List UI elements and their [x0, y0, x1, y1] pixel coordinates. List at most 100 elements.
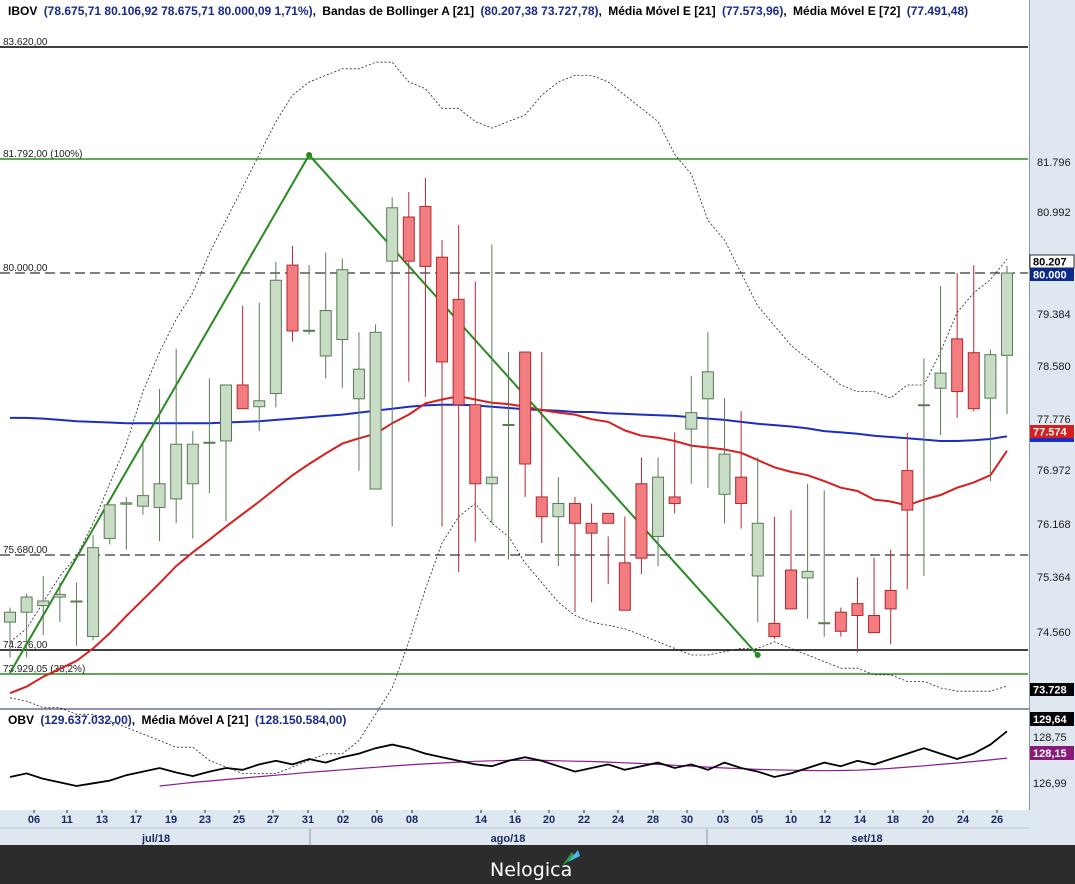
candle-body-up	[701, 371, 714, 400]
candle	[386, 197, 399, 527]
header-ema21-label: Média Móvel E [21]	[608, 4, 715, 18]
candle-body-down	[901, 470, 914, 511]
candle	[652, 457, 665, 567]
candle	[768, 516, 781, 640]
candle-body-down	[834, 611, 847, 632]
candle	[186, 431, 199, 539]
candle	[718, 398, 731, 524]
candle	[1001, 265, 1013, 414]
candle	[220, 384, 233, 522]
candle-body-down	[402, 216, 415, 262]
candle	[685, 375, 698, 484]
candle-body-up	[269, 279, 282, 395]
obv-ma-label: Média Móvel A [21]	[141, 713, 248, 727]
candle	[868, 557, 881, 634]
candle	[4, 607, 16, 658]
candle-body-up	[70, 600, 83, 603]
candle	[884, 549, 897, 645]
candle	[419, 178, 432, 397]
candle-body-down	[535, 496, 548, 518]
footer-bar	[0, 845, 1075, 884]
candle-body-up	[1001, 272, 1013, 356]
nelogica-arrow-icon	[562, 850, 580, 866]
candle	[934, 286, 947, 436]
candle-body-up	[502, 423, 515, 426]
day-label: 10	[785, 814, 797, 826]
day-label: 27	[267, 814, 279, 826]
candle	[635, 457, 648, 574]
candle	[801, 483, 814, 619]
candle	[203, 378, 216, 493]
candle	[319, 252, 332, 379]
candle-body-up	[170, 443, 183, 500]
candle	[269, 261, 282, 408]
badge-ema72	[1030, 438, 1074, 442]
candle	[818, 490, 831, 637]
candle	[469, 281, 482, 542]
candle	[53, 582, 66, 623]
day-label: 12	[819, 814, 831, 826]
candle	[701, 332, 714, 488]
candle-body-down	[635, 483, 648, 559]
day-label: 18	[887, 814, 899, 826]
price-tick: 80.992	[1037, 207, 1071, 219]
candle-body-up	[53, 593, 66, 598]
candle-body-up	[87, 547, 100, 638]
candle-body-down	[884, 589, 897, 610]
candle-body-up	[186, 443, 199, 485]
candle-body-up	[37, 600, 50, 607]
candle-body-down	[768, 622, 781, 638]
header-sep: ,	[599, 4, 602, 18]
candle	[20, 593, 33, 658]
badge-bb-upper-text: 80.207	[1033, 257, 1067, 269]
header-symbol: IBOV	[8, 4, 37, 18]
day-label: 22	[578, 814, 590, 826]
candle-body-up	[352, 368, 365, 400]
candle-body-up	[336, 269, 349, 341]
candle	[336, 258, 349, 388]
price-axis-background	[1030, 0, 1075, 845]
header-sep: ,	[313, 4, 316, 18]
badge-obv-text: 129,64	[1033, 714, 1068, 726]
price-tick: 77.776	[1037, 414, 1071, 426]
candle-body-up	[319, 310, 332, 357]
candle	[917, 358, 930, 576]
day-label: 17	[130, 814, 142, 826]
obv-path	[9, 730, 1008, 787]
price-tick: 74.560	[1037, 627, 1071, 639]
trendline-point	[306, 151, 313, 158]
candle-body-down	[286, 264, 299, 332]
candle	[436, 240, 449, 527]
price-tick: 79.384	[1037, 309, 1071, 321]
candle	[87, 535, 100, 641]
day-label: 19	[165, 814, 177, 826]
level-label-top: 83.620,00	[3, 37, 48, 48]
header-ohlc: (78.675,71 80.106,92 78.675,71 80.000,09…	[44, 4, 313, 18]
candle	[120, 496, 133, 550]
candle-body-up	[369, 331, 382, 490]
trend-lines	[9, 151, 761, 674]
header-ema72-label: Média Móvel E [72]	[793, 4, 900, 18]
chart-header: IBOV (78.675,71 80.106,92 78.675,71 80.0…	[8, 4, 968, 18]
candle	[103, 504, 116, 545]
candle	[851, 577, 864, 653]
day-label: 30	[681, 814, 693, 826]
day-label: 06	[28, 814, 40, 826]
candle-body-down	[735, 476, 748, 505]
price-tick: 78.580	[1037, 361, 1071, 373]
candle-body-down	[967, 352, 980, 410]
candle	[136, 444, 149, 515]
obv-ma-value: (128.150.584,00)	[255, 713, 346, 727]
month-label: ago/18	[491, 833, 526, 845]
price-levels: 83.620,00 81.792,00 (100%) 80.000,00 75.…	[0, 37, 1028, 675]
candle	[967, 265, 980, 412]
month-label: jul/18	[141, 833, 170, 845]
badge-ema21-text: 77.574	[1033, 427, 1068, 439]
candle-body-down	[868, 614, 881, 634]
trendline-point	[754, 652, 761, 659]
candle-body-down	[585, 522, 598, 534]
candle	[568, 496, 581, 613]
level-label-75680: 75.680,00	[3, 545, 48, 556]
